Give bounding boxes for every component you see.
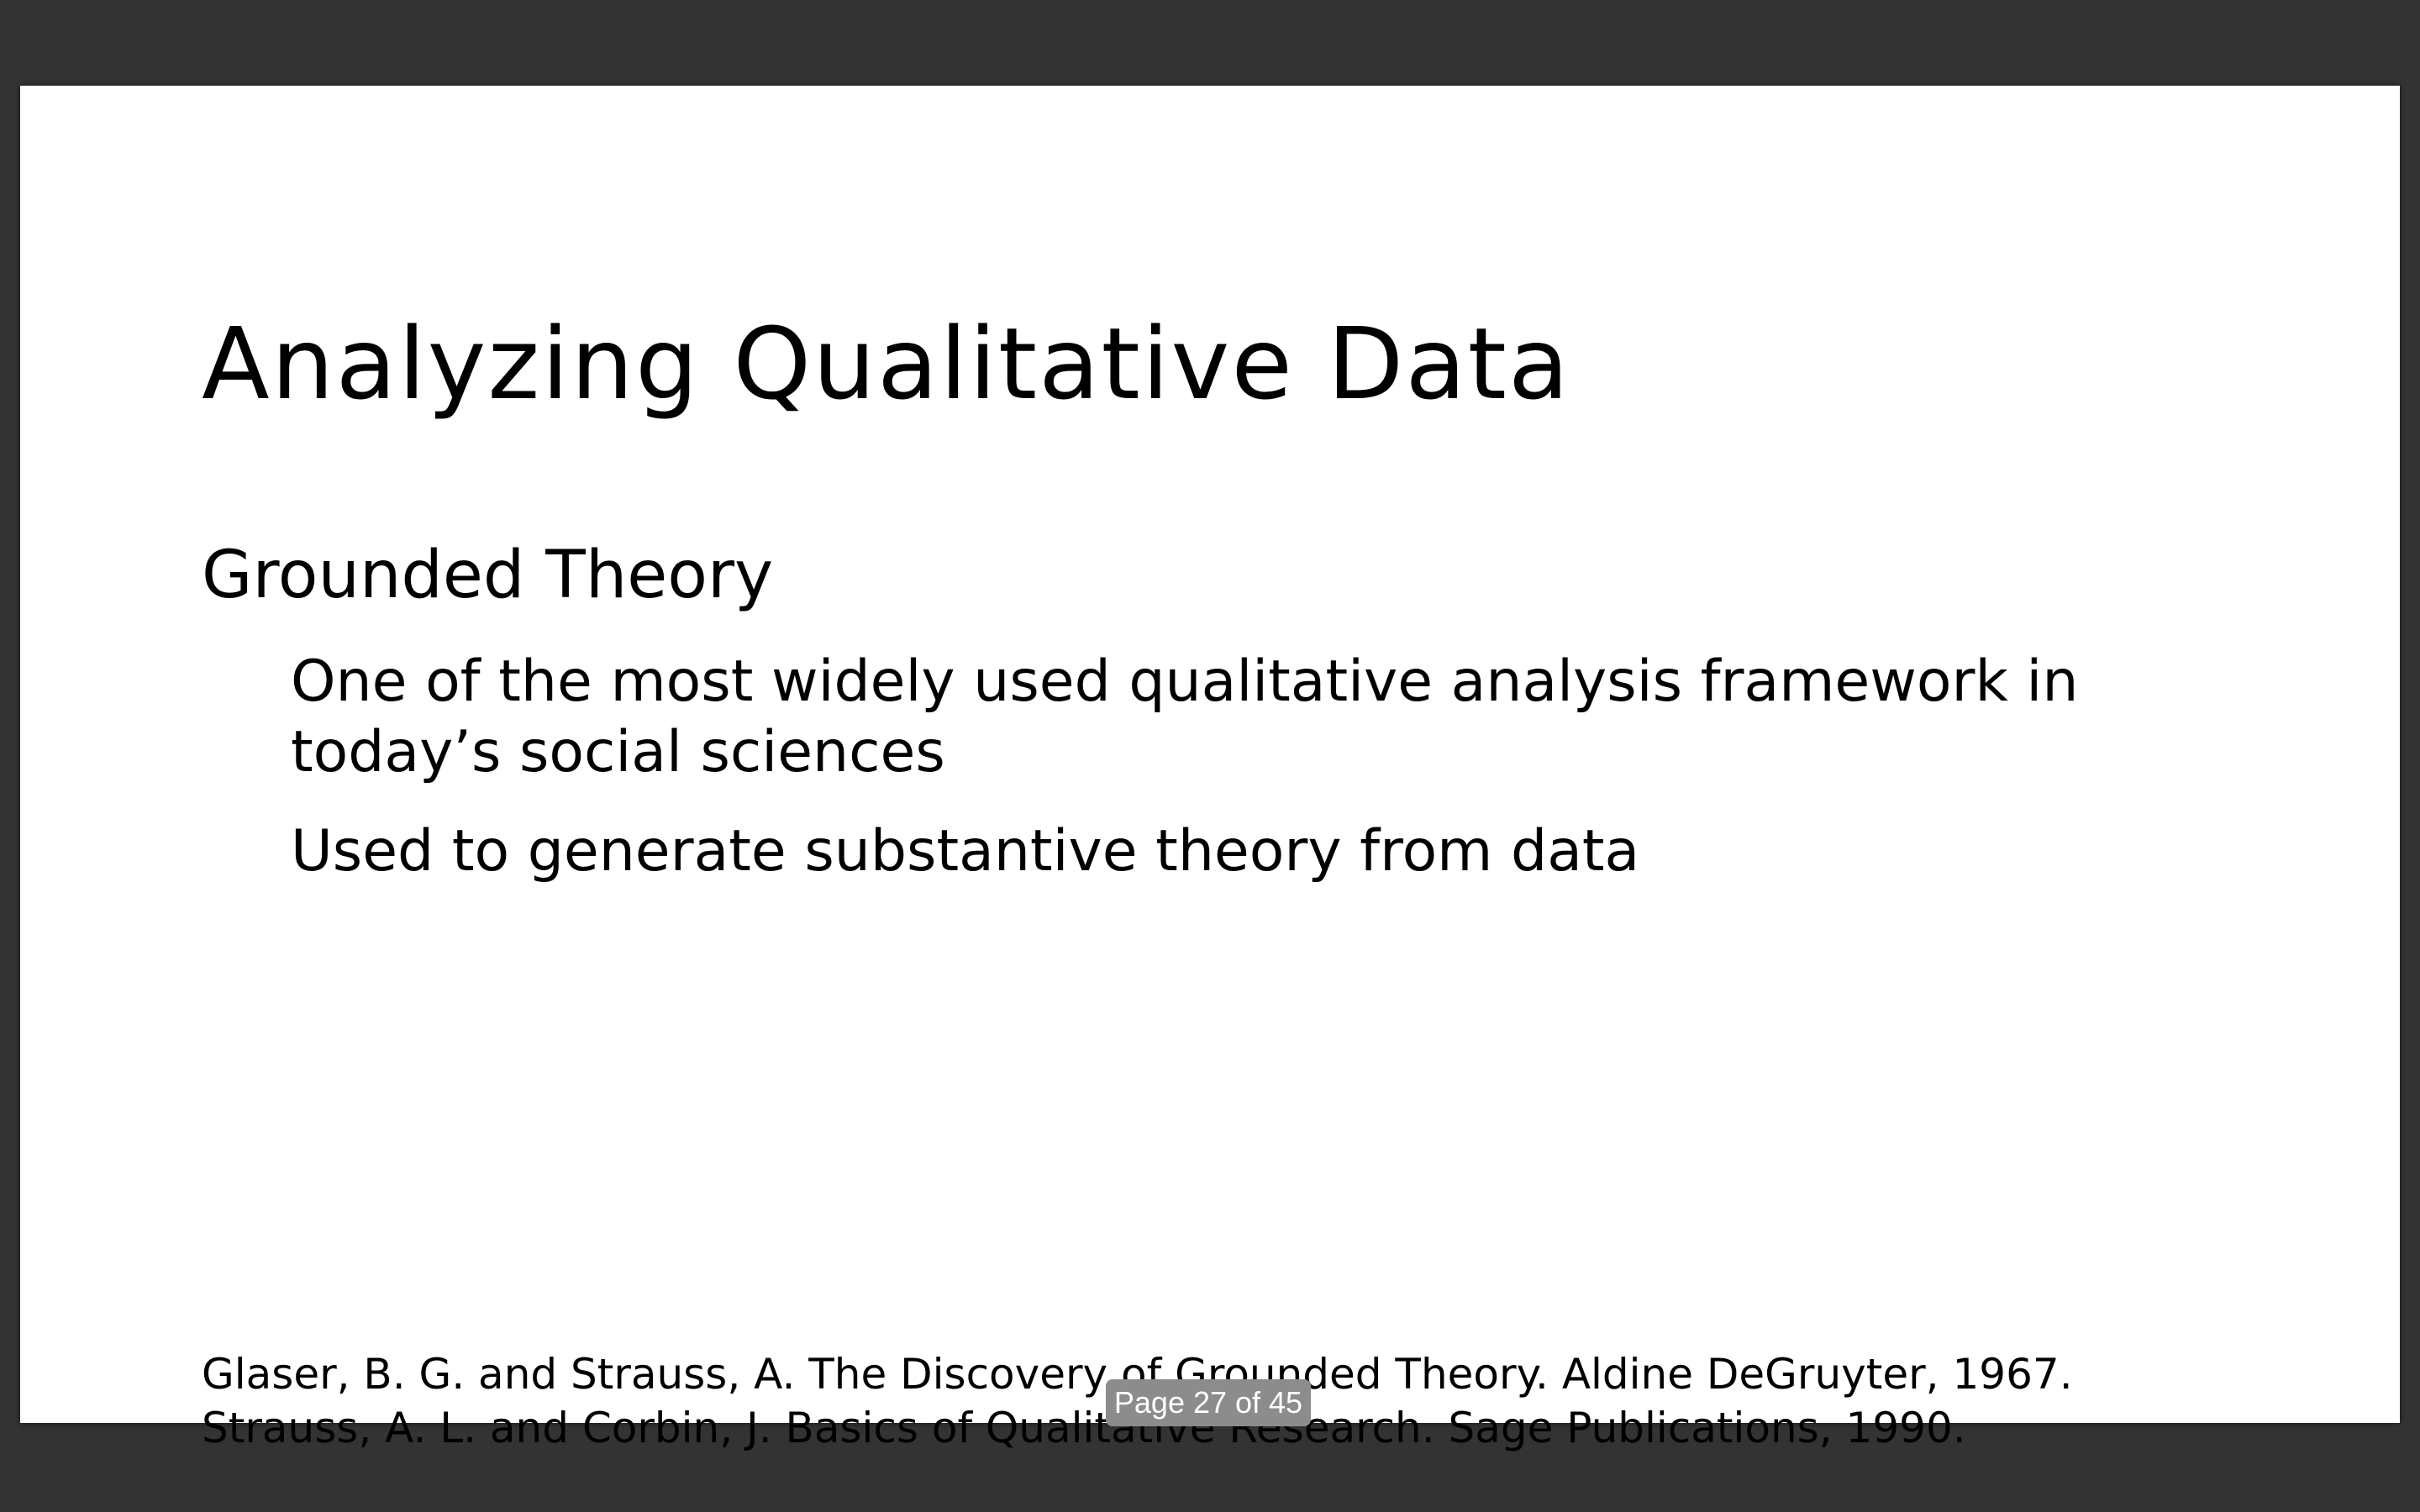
slide-page: Analyzing Qualitative Data Grounded Theo… [20, 86, 2400, 1452]
reference-item: Strauss, A. L. and Corbin, J. Basics of … [202, 1404, 1966, 1452]
page-indicator: Page 27 of 45 [1106, 1379, 1311, 1426]
slide-title: Analyzing Qualitative Data [202, 306, 1571, 422]
bullet-list: One of the most widely used qualitative … [291, 647, 2139, 916]
reference-list: Glaser, B. G. and Strauss, A. The Discov… [202, 1347, 2073, 1455]
slide-heading: Grounded Theory [202, 538, 774, 613]
bullet-item: Used to generate substantive theory from… [291, 818, 1640, 885]
bullet-item: One of the most widely used qualitative … [291, 648, 2079, 785]
